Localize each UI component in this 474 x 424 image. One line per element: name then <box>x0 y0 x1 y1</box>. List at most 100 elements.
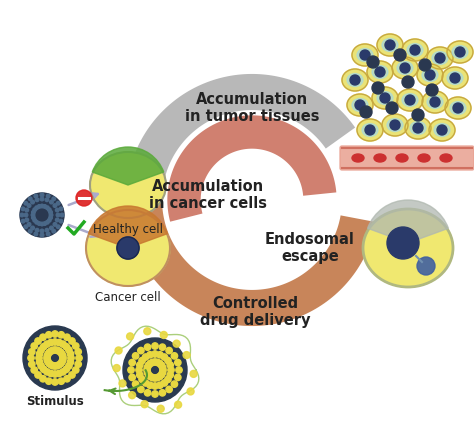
Ellipse shape <box>86 210 170 286</box>
Circle shape <box>46 332 52 338</box>
Circle shape <box>56 213 60 217</box>
Circle shape <box>157 405 164 412</box>
Circle shape <box>355 100 365 110</box>
Circle shape <box>46 194 50 198</box>
Circle shape <box>46 349 53 356</box>
Circle shape <box>174 360 181 366</box>
Circle shape <box>49 216 52 220</box>
Circle shape <box>113 365 120 371</box>
Circle shape <box>32 216 35 220</box>
Circle shape <box>37 205 41 208</box>
Circle shape <box>49 213 53 217</box>
Circle shape <box>24 213 28 217</box>
Circle shape <box>58 332 64 338</box>
Circle shape <box>167 362 173 368</box>
Circle shape <box>435 53 445 63</box>
Ellipse shape <box>90 152 166 218</box>
Ellipse shape <box>450 101 466 114</box>
Circle shape <box>123 338 187 402</box>
Circle shape <box>405 95 415 105</box>
Circle shape <box>24 201 27 205</box>
Circle shape <box>419 59 431 71</box>
Circle shape <box>453 103 463 113</box>
Circle shape <box>394 49 406 61</box>
Circle shape <box>44 341 50 347</box>
Circle shape <box>52 331 58 337</box>
Circle shape <box>430 97 440 107</box>
Circle shape <box>360 106 372 118</box>
Ellipse shape <box>427 47 453 69</box>
Circle shape <box>139 376 145 382</box>
Circle shape <box>145 390 151 396</box>
Circle shape <box>28 355 34 361</box>
Circle shape <box>166 347 173 354</box>
Circle shape <box>50 363 56 369</box>
Circle shape <box>183 351 190 359</box>
Circle shape <box>32 210 35 214</box>
Circle shape <box>56 370 63 377</box>
Circle shape <box>53 223 57 226</box>
Circle shape <box>75 349 82 355</box>
Circle shape <box>45 351 51 357</box>
Circle shape <box>36 355 42 361</box>
Circle shape <box>48 370 54 377</box>
Circle shape <box>385 40 395 50</box>
Circle shape <box>147 382 153 388</box>
Ellipse shape <box>407 44 423 56</box>
Ellipse shape <box>422 69 438 81</box>
Circle shape <box>159 344 165 350</box>
Ellipse shape <box>445 97 471 119</box>
Circle shape <box>56 339 63 346</box>
Circle shape <box>31 226 35 230</box>
Circle shape <box>166 386 173 393</box>
Ellipse shape <box>429 119 455 141</box>
Circle shape <box>31 343 37 349</box>
Ellipse shape <box>427 95 443 109</box>
Circle shape <box>35 229 39 232</box>
Ellipse shape <box>374 154 386 162</box>
Ellipse shape <box>417 64 443 86</box>
Circle shape <box>50 226 53 230</box>
Circle shape <box>75 361 82 368</box>
Circle shape <box>57 349 64 356</box>
Circle shape <box>45 229 49 232</box>
Circle shape <box>137 347 144 354</box>
Circle shape <box>387 227 419 259</box>
Circle shape <box>64 376 70 382</box>
Circle shape <box>31 367 37 373</box>
Ellipse shape <box>347 94 373 116</box>
Circle shape <box>157 382 163 388</box>
Circle shape <box>52 229 55 233</box>
Circle shape <box>33 208 36 212</box>
Circle shape <box>59 219 63 223</box>
Circle shape <box>52 363 58 369</box>
Ellipse shape <box>363 209 453 287</box>
Ellipse shape <box>410 122 426 134</box>
Circle shape <box>35 198 39 201</box>
Circle shape <box>165 376 171 382</box>
Circle shape <box>55 218 59 222</box>
Wedge shape <box>368 200 448 243</box>
Circle shape <box>360 50 370 60</box>
Circle shape <box>159 369 166 376</box>
Ellipse shape <box>442 67 468 89</box>
Circle shape <box>56 201 60 205</box>
Circle shape <box>54 363 60 369</box>
Circle shape <box>365 125 375 135</box>
Circle shape <box>20 193 64 237</box>
Circle shape <box>144 369 151 376</box>
Circle shape <box>132 381 139 387</box>
Circle shape <box>142 354 149 360</box>
Ellipse shape <box>352 154 364 162</box>
Circle shape <box>53 204 57 207</box>
Circle shape <box>27 223 31 226</box>
Circle shape <box>60 213 64 217</box>
Circle shape <box>27 204 31 207</box>
Circle shape <box>158 371 164 378</box>
Circle shape <box>37 222 41 226</box>
Circle shape <box>40 376 46 382</box>
Circle shape <box>413 123 423 133</box>
Circle shape <box>68 355 74 361</box>
Circle shape <box>21 207 25 211</box>
Circle shape <box>160 367 166 373</box>
